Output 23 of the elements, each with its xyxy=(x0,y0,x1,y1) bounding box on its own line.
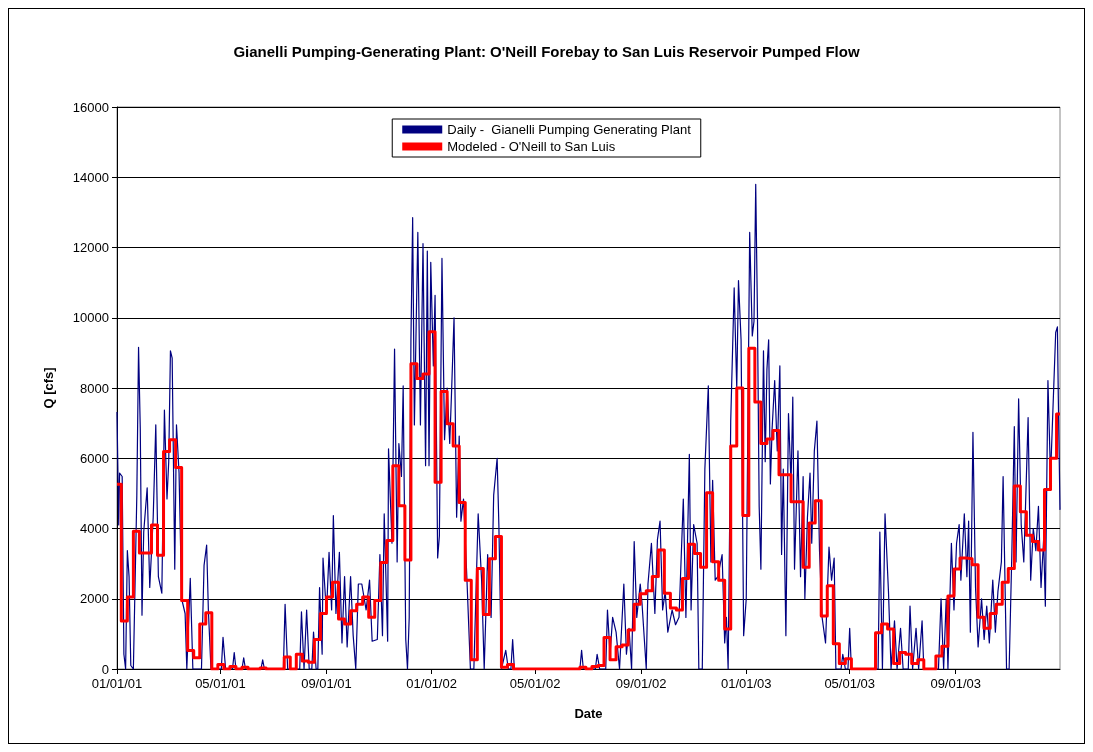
x-tick-label: 05/01/01 xyxy=(195,676,246,691)
chart-title: Gianelli Pumping-Generating Plant: O'Neill Forebay to San Luis Reservoir Pumped Flow xyxy=(233,43,860,60)
x-tick-label: 09/01/01 xyxy=(301,676,352,691)
x-tick-label: 01/01/02 xyxy=(406,676,457,691)
x-tick-label: 09/01/03 xyxy=(930,676,982,691)
y-axis-title: Q [cfs] xyxy=(41,367,56,409)
x-axis-title: Date xyxy=(574,706,603,721)
x-tick-label: 01/01/03 xyxy=(720,676,772,691)
y-tick-label: 12000 xyxy=(72,240,109,255)
legend-label: Modeled - O'Neill to San Luis xyxy=(447,139,616,154)
y-tick-label: 16000 xyxy=(72,99,109,115)
y-tick-label: 8000 xyxy=(80,380,109,396)
legend-label: Daily - Gianelli Pumping Generating Plant xyxy=(447,122,692,137)
x-tick-label: 01/01/01 xyxy=(91,676,143,691)
y-tick-label: 6000 xyxy=(80,450,109,466)
x-tick-label: 05/01/02 xyxy=(509,676,561,691)
y-tick-label: 10000 xyxy=(72,310,109,326)
x-tick-label: 05/01/03 xyxy=(824,676,875,691)
y-tick-label: 0 xyxy=(101,661,109,677)
y-tick-label: 14000 xyxy=(72,169,109,185)
y-tick-label: 4000 xyxy=(80,521,109,536)
x-tick-label: 09/01/02 xyxy=(615,676,667,691)
y-tick-label: 2000 xyxy=(80,591,109,607)
